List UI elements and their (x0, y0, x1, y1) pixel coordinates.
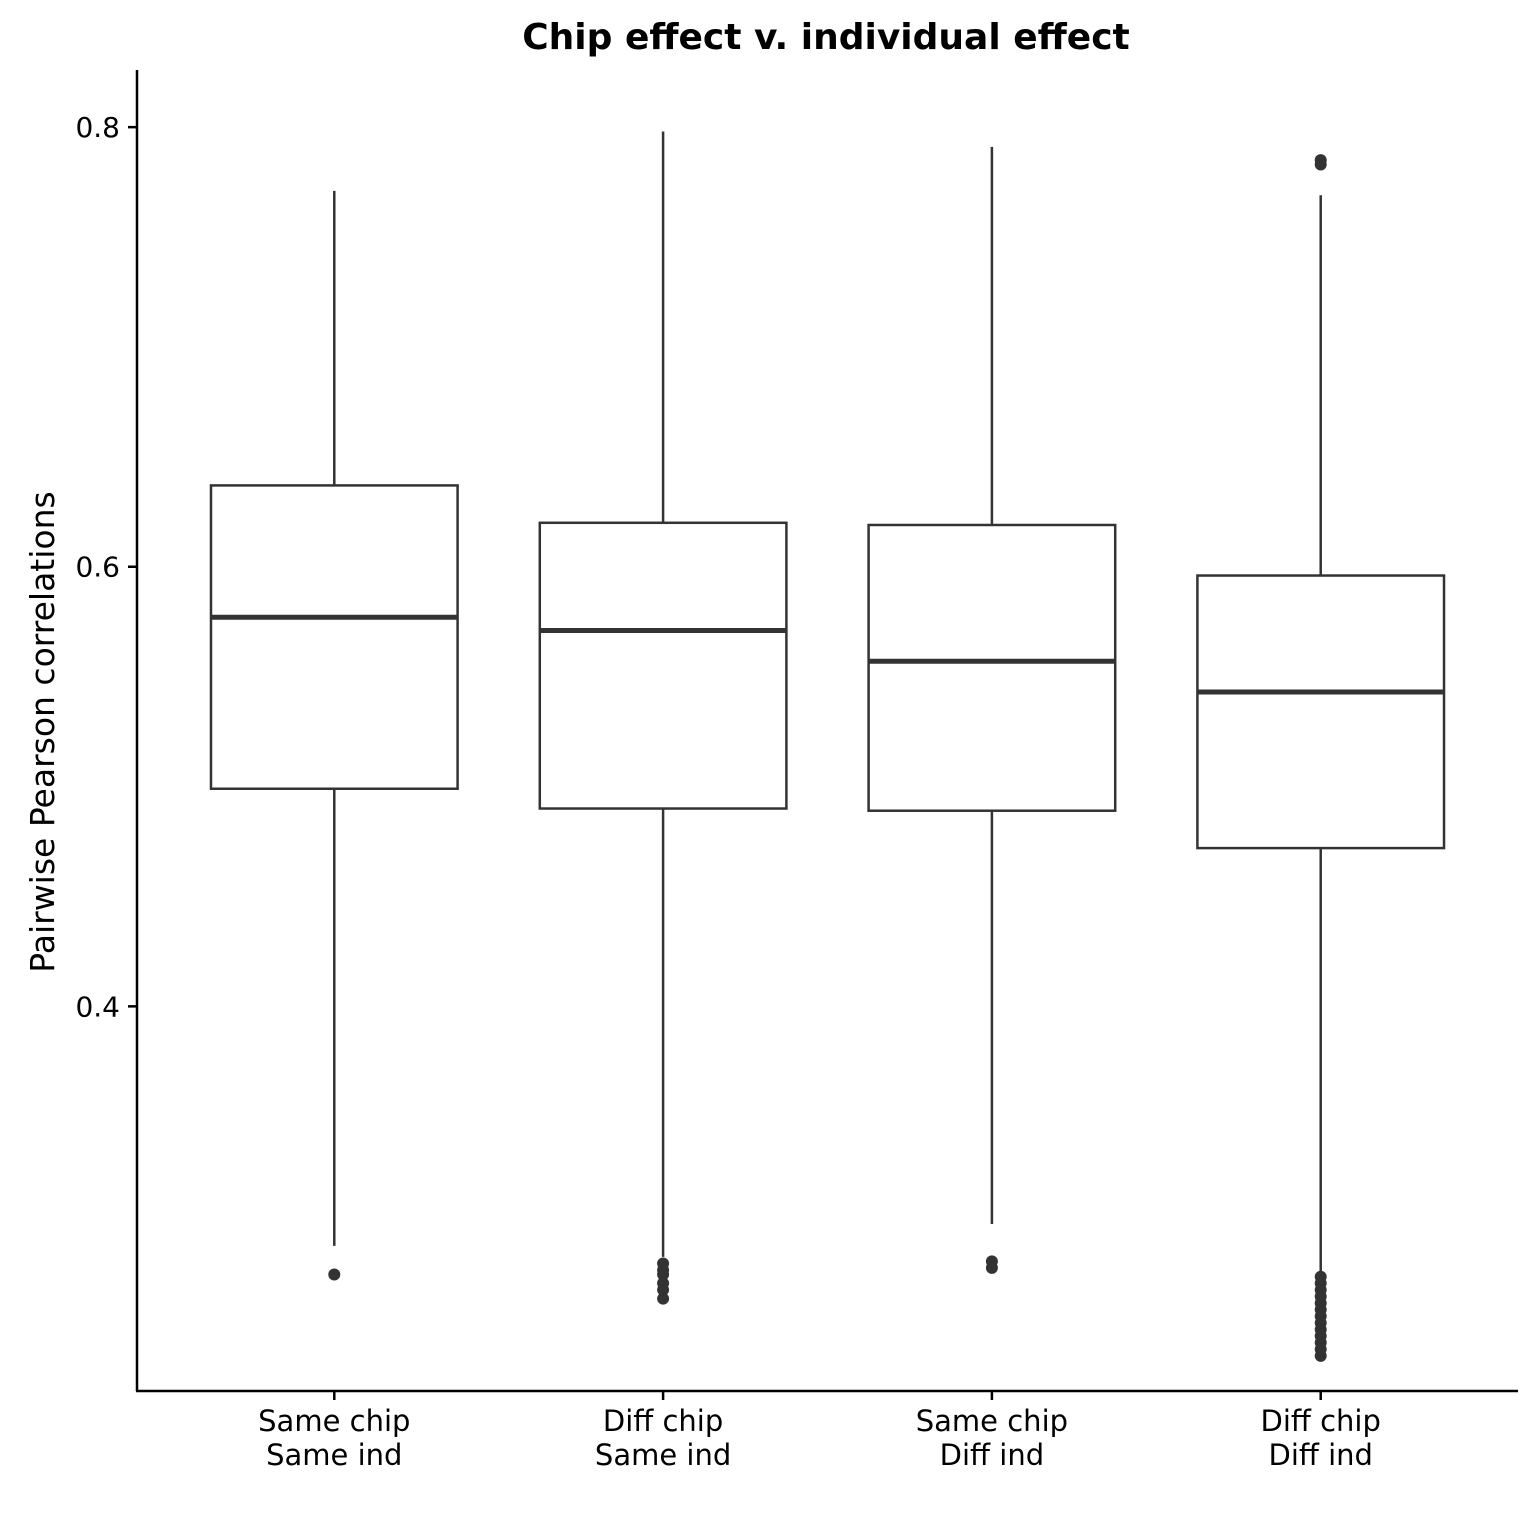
outlier-point (985, 1255, 998, 1268)
iqr-box (1196, 574, 1446, 850)
outlier-point (657, 1292, 670, 1305)
y-axis-label: Pairwise Pearson correlations (23, 491, 62, 972)
box-group (867, 146, 1117, 1274)
y-tick-label: 0.4 (75, 990, 120, 1023)
box-group (209, 190, 459, 1281)
x-tick-label-line1: Diff chip (603, 1404, 723, 1438)
x-tick-label-line1: Same chip (916, 1404, 1068, 1438)
outlier-point (1314, 158, 1327, 171)
outlier-point (657, 1268, 670, 1281)
iqr-box (209, 484, 459, 790)
x-tick-label-line1: Same chip (258, 1404, 410, 1438)
y-tick-label: 0.8 (75, 111, 120, 144)
box-group (538, 131, 788, 1305)
iqr-box (867, 523, 1117, 812)
x-tick-label-line2: Diff ind (1268, 1438, 1372, 1472)
iqr-box (538, 521, 788, 810)
x-tick-label-line1: Diff chip (1261, 1404, 1381, 1438)
y-axis-ticks: 0.4 0.6 0.8 (75, 111, 137, 1023)
plot-area (209, 131, 1446, 1362)
outlier-point (1314, 1349, 1327, 1362)
x-tick-label-line2: Same ind (266, 1438, 402, 1472)
y-tick-label: 0.6 (75, 551, 120, 584)
outlier-point (657, 1283, 670, 1296)
chart-title: Chip effect v. individual effect (522, 17, 1130, 58)
box-group (1196, 154, 1446, 1362)
outlier-point (328, 1268, 341, 1281)
x-tick-label-line2: Diff ind (940, 1438, 1044, 1472)
x-tick-label-line2: Same ind (595, 1438, 731, 1472)
